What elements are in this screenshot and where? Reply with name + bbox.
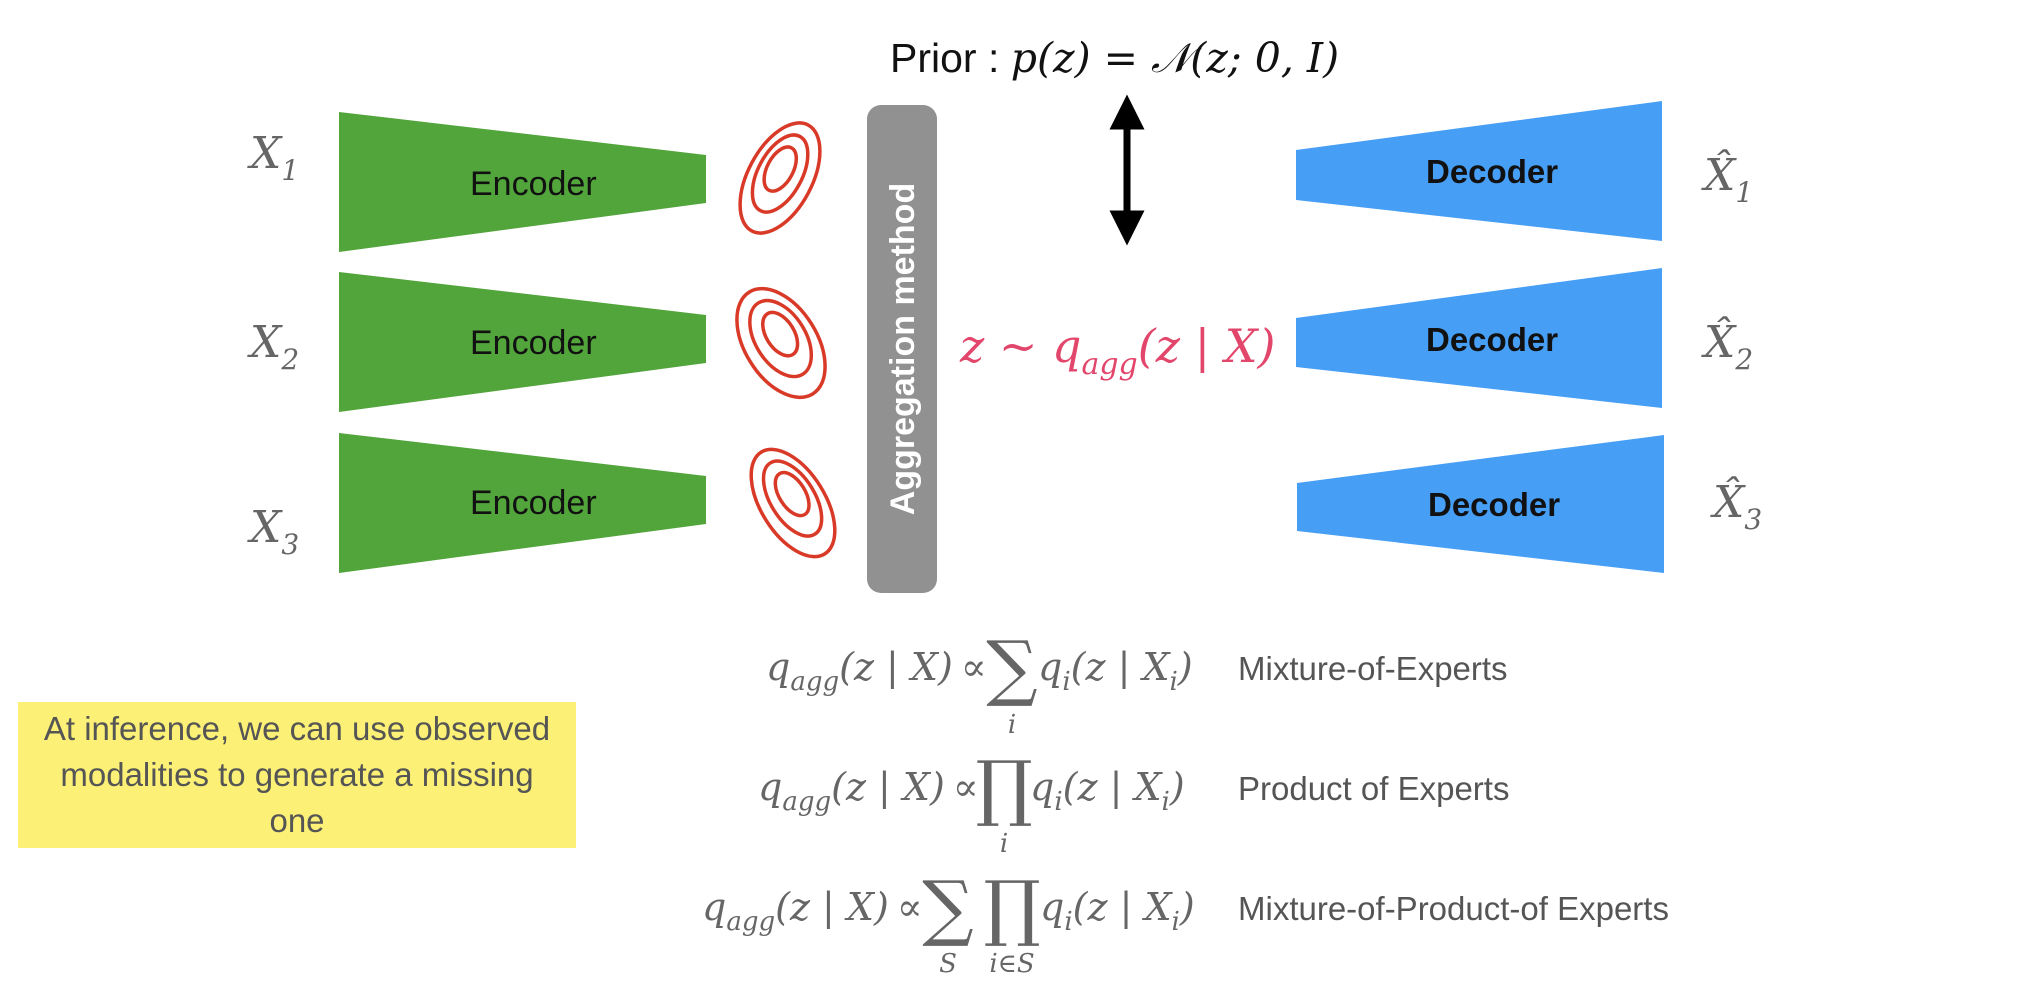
encoder-label-2: Encoder — [470, 324, 597, 362]
poe-label: Product of Experts — [1238, 770, 1509, 807]
aggregation-bar — [867, 105, 937, 593]
output-label-2: X̂2 — [1701, 315, 1753, 376]
prior-label: Prior : — [890, 35, 1011, 81]
decoder-block-2 — [1296, 268, 1662, 408]
moe-label: Mixture-of-Experts — [1238, 650, 1508, 687]
encoder-block-1 — [339, 112, 706, 252]
input-label-2: X2 — [247, 317, 299, 376]
mopoe-label: Mixture-of-Product-of Experts — [1238, 890, 1669, 927]
prior-expression: p(z) = 𝒩(z; 0, I) — [1011, 34, 1339, 82]
inference-note: At inference, we can use observed modali… — [18, 702, 576, 848]
poe-lhs: qagg(z | X) ∝ — [758, 765, 979, 817]
aggregation-label: Aggregation method — [884, 183, 922, 515]
poe-prod-index: i — [1000, 829, 1008, 859]
encoder-label-1: Encoder — [470, 165, 597, 203]
prior-formula: Prior : p(z) = 𝒩(z; 0, I) — [890, 34, 1339, 82]
decoder-label-2: Decoder — [1426, 321, 1558, 358]
gaussian-contours-2 — [735, 286, 827, 400]
mopoe-lhs: qagg(z | X) ∝ — [702, 885, 923, 937]
mopoe-prod-index: i∈S — [989, 949, 1034, 979]
decoder-block-1 — [1296, 101, 1662, 241]
poe-prod-symbol: ∏ — [975, 745, 1032, 829]
gaussian-contours-3 — [749, 447, 837, 559]
input-label-1: X1 — [247, 128, 299, 187]
moe-sum-index: i — [1008, 710, 1016, 740]
decoder-label-1: Decoder — [1426, 153, 1558, 190]
input-label-3: X3 — [247, 502, 299, 561]
formula-mopoe: qagg(z | X) ∝ ∑ S ∏ i∈S qi(z | Xi) Mixtur… — [702, 865, 1669, 979]
encoder-block-2 — [339, 272, 706, 412]
moe-lhs: qagg(z | X) ∝ — [766, 645, 987, 697]
mopoe-prod-symbol: ∏ — [983, 865, 1040, 949]
output-label-3: X̂3 — [1710, 475, 1762, 536]
gaussian-contours-1 — [738, 121, 822, 235]
poe-rhs: qi(z | Xi) — [1030, 765, 1185, 817]
formula-moe: qagg(z | X) ∝ ∑ i qi(z | Xi) Mixture-of-E… — [766, 625, 1508, 740]
encoder-label-3: Encoder — [470, 484, 597, 522]
moe-sum-symbol: ∑ — [986, 625, 1037, 709]
mopoe-sum-index: S — [939, 949, 957, 979]
moe-rhs: qi(z | Xi) — [1038, 645, 1193, 697]
encoder-block-3 — [339, 433, 706, 573]
latent-sample-formula: z ~ qagg(z | X) — [959, 319, 1275, 382]
mopoe-sum-symbol: ∑ — [922, 865, 973, 949]
formula-poe: qagg(z | X) ∝ ∏ i qi(z | Xi) Product of E… — [758, 745, 1509, 859]
decoder-block-3 — [1297, 435, 1664, 573]
mopoe-rhs: qi(z | Xi) — [1040, 885, 1195, 937]
output-label-1: X̂1 — [1701, 148, 1753, 209]
decoder-label-3: Decoder — [1428, 486, 1560, 523]
inference-note-text: At inference, we can use observed modali… — [43, 710, 551, 839]
